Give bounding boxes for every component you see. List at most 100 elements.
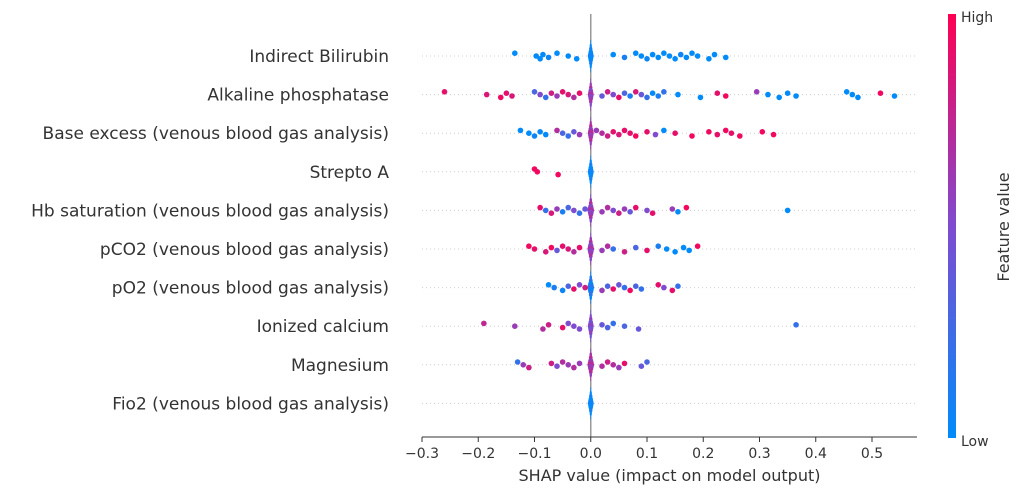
feature-label: Strepto A: [310, 163, 390, 183]
center-cluster-band: [589, 410, 592, 416]
shap-point: [765, 91, 771, 98]
shap-point: [621, 90, 628, 96]
center-cluster: [587, 116, 594, 150]
center-cluster-band: [588, 214, 593, 220]
feature-labels: Indirect Bilirubin Alkaline phosphatase Ba…: [31, 47, 389, 414]
center-cluster-band: [589, 407, 593, 413]
shap-point: [722, 93, 729, 99]
center-cluster-band: [589, 60, 593, 66]
shap-point: [621, 206, 628, 212]
shap-point: [517, 127, 524, 134]
shap-point: [784, 90, 791, 96]
shap-point: [616, 210, 622, 216]
shap-point: [616, 282, 622, 288]
shap-point: [652, 131, 659, 138]
shap-point: [644, 56, 650, 62]
shap-point: [537, 129, 543, 135]
shap-point: [571, 129, 577, 135]
shap-point: [565, 320, 572, 327]
shap-point: [537, 56, 543, 62]
center-cluster-band: [590, 106, 592, 112]
shap-point: [531, 89, 538, 95]
shap-point: [542, 207, 549, 214]
center-cluster-band: [590, 337, 592, 343]
shap-point: [537, 204, 543, 211]
shap-point: [694, 53, 701, 59]
shap-point: [571, 249, 577, 255]
shap-point: [554, 363, 560, 370]
center-cluster-band: [590, 299, 592, 305]
center-cluster: [587, 309, 594, 343]
shap-point: [483, 91, 490, 98]
center-cluster-band: [590, 260, 592, 266]
center-cluster-band: [590, 232, 592, 238]
shap-point: [559, 209, 566, 215]
shap-point: [635, 326, 642, 332]
shap-point: [616, 131, 622, 138]
shap-point: [722, 54, 729, 61]
shap-point: [843, 89, 850, 95]
shap-point: [686, 247, 692, 254]
x-tick-label: 0.4: [805, 446, 827, 462]
shap-point: [531, 246, 538, 252]
shap-points: [441, 39, 898, 420]
shap-point: [576, 90, 583, 96]
shap-point: [565, 204, 572, 211]
shap-point: [672, 56, 678, 62]
shap-point: [638, 53, 645, 59]
shap-point: [571, 323, 577, 330]
shap-point: [576, 131, 583, 138]
shap-point: [554, 50, 560, 56]
shap-point: [627, 130, 633, 136]
shap-point: [582, 284, 588, 291]
shap-point: [497, 94, 504, 101]
center-cluster-band: [589, 333, 592, 339]
shap-point: [632, 204, 639, 211]
shap-point: [661, 284, 667, 291]
shap-point: [672, 249, 678, 255]
shap-point: [548, 90, 555, 96]
shap-point: [545, 322, 552, 328]
shap-point: [683, 204, 690, 211]
center-cluster-band: [588, 292, 593, 298]
x-tick-label: 0.3: [748, 446, 770, 462]
shap-point: [610, 286, 617, 292]
center-cluster-band: [588, 369, 593, 375]
shap-point: [627, 93, 633, 99]
shap-point: [610, 91, 617, 98]
shap-point: [669, 206, 676, 212]
shap-point: [604, 243, 611, 249]
shap-point: [542, 94, 549, 101]
center-cluster: [587, 348, 595, 382]
shap-point: [559, 359, 566, 365]
shap-point: [610, 207, 617, 214]
center-cluster-band: [590, 183, 592, 189]
shap-point: [548, 210, 555, 216]
center-cluster: [587, 232, 595, 266]
shap-point: [644, 247, 650, 254]
shap-point: [526, 130, 532, 136]
shap-point: [891, 93, 898, 99]
shap-point: [554, 247, 560, 254]
shap-point: [776, 94, 782, 101]
x-tick-label: −0.3: [405, 446, 439, 462]
center-cluster: [587, 386, 594, 420]
shap-point: [627, 287, 633, 294]
feature-label: Indirect Bilirubin: [249, 47, 389, 67]
shap-point: [737, 133, 743, 139]
shap-point: [573, 56, 580, 62]
shap-point: [638, 286, 645, 292]
shap-point: [675, 91, 681, 98]
center-cluster-band: [588, 253, 593, 259]
center-cluster-band: [590, 39, 592, 45]
center-cluster-band: [590, 271, 592, 277]
shap-point: [514, 359, 521, 365]
shap-point: [689, 133, 695, 139]
feature-label: Base excess (venous blood gas analysis): [43, 124, 389, 144]
center-cluster-band: [589, 256, 593, 262]
center-cluster-band: [590, 386, 592, 392]
shap-point: [576, 244, 583, 251]
shap-point: [559, 287, 566, 294]
shap-point: [604, 89, 611, 95]
